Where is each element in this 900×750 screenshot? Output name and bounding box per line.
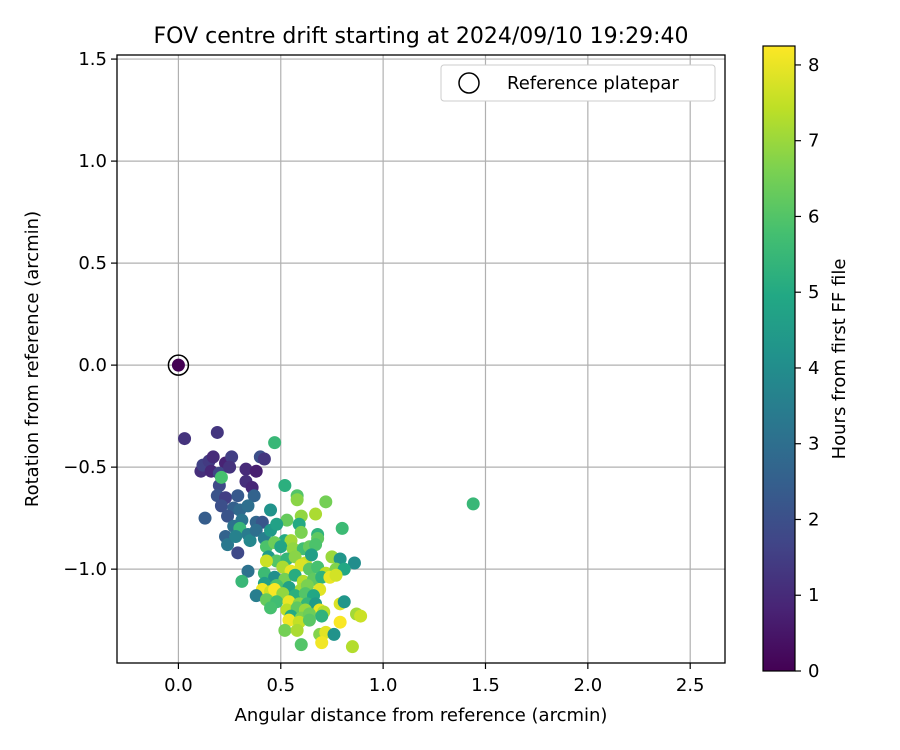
data-point [309, 538, 323, 552]
x-axis-label: Angular distance from reference (arcmin) [235, 705, 608, 726]
data-point [290, 623, 304, 637]
chart-title: FOV centre drift starting at 2024/09/10 … [154, 24, 689, 49]
data-point [354, 609, 368, 623]
data-point [221, 509, 235, 523]
data-points [178, 425, 480, 654]
data-point [337, 595, 351, 609]
colorbar-ticks: 0 1 2 3 4 5 6 7 8 [795, 55, 819, 682]
colorbar-tick-label: 3 [808, 434, 819, 455]
data-point [198, 511, 212, 525]
x-tick-label: 2.0 [574, 675, 603, 696]
data-point [278, 623, 292, 637]
data-point [466, 497, 480, 511]
data-point [270, 517, 284, 531]
data-point [278, 478, 292, 492]
data-point [221, 538, 235, 552]
data-point [302, 613, 316, 627]
legend-label: Reference platepar [507, 73, 679, 94]
y-axis-label: Rotation from reference (arcmin) [22, 211, 43, 507]
colorbar-tick-label: 8 [808, 55, 819, 76]
y-tick-label: 0.5 [78, 253, 107, 274]
data-point [239, 462, 253, 476]
data-point [206, 450, 220, 464]
y-tick-label: −0.5 [63, 457, 107, 478]
colorbar-tick-label: 0 [808, 661, 819, 682]
data-point [315, 609, 329, 623]
data-point [243, 534, 257, 548]
data-point [294, 525, 308, 539]
data-point [257, 566, 271, 580]
reference-marker [167, 354, 190, 376]
data-point [309, 507, 323, 521]
data-point [210, 425, 224, 439]
data-point [231, 546, 245, 560]
colorbar-label: Hours from first FF file [829, 259, 850, 460]
y-axis-ticks: 1.5 1.0 0.5 0.0 −0.5 −1.0 [63, 49, 117, 580]
data-point [319, 495, 333, 509]
data-point [259, 554, 273, 568]
plot-frame [116, 54, 726, 664]
data-point [264, 601, 278, 615]
data-point [268, 436, 282, 450]
legend-box [440, 64, 716, 102]
legend-marker-icon [458, 72, 480, 94]
colorbar-gradient [762, 45, 796, 672]
y-tick-label: −1.0 [63, 559, 107, 580]
data-point [178, 432, 192, 446]
data-point [294, 638, 308, 652]
data-point [229, 530, 243, 544]
data-point [274, 540, 288, 554]
colorbar-tick-label: 1 [808, 585, 819, 606]
data-point [235, 574, 249, 588]
x-tick-label: 0.0 [164, 675, 193, 696]
reference-ring [167, 354, 190, 376]
x-tick-label: 2.5 [676, 675, 705, 696]
data-point [345, 640, 359, 654]
data-point [335, 521, 349, 535]
colorbar-tick-label: 2 [808, 509, 819, 530]
x-tick-label: 1.5 [471, 675, 500, 696]
data-point [214, 499, 228, 513]
data-point [247, 489, 261, 503]
data-point [257, 452, 271, 466]
colorbar: 0 1 2 3 4 5 6 7 8 Hours from first FF file [762, 45, 850, 682]
data-point [347, 556, 361, 570]
y-tick-label: 0.0 [78, 355, 107, 376]
colorbar-tick-label: 4 [808, 358, 819, 379]
data-point [327, 627, 341, 641]
data-point [225, 450, 239, 464]
data-point [333, 552, 347, 566]
data-point [315, 636, 329, 650]
data-point [241, 499, 255, 513]
x-tick-label: 0.5 [266, 675, 295, 696]
x-tick-label: 1.0 [369, 675, 398, 696]
data-point [264, 503, 278, 517]
data-point [280, 513, 294, 527]
legend: Reference platepar [440, 64, 716, 102]
data-point [214, 470, 228, 484]
reference-point [171, 358, 185, 372]
colorbar-tick-label: 6 [808, 206, 819, 227]
grid [117, 55, 725, 663]
data-point [290, 493, 304, 507]
data-point [304, 548, 318, 562]
data-point [329, 568, 343, 582]
data-point [249, 523, 263, 537]
data-point [241, 564, 255, 578]
data-point [333, 615, 347, 629]
colorbar-tick-label: 5 [808, 282, 819, 303]
y-tick-label: 1.0 [78, 151, 107, 172]
colorbar-tick-label: 7 [808, 131, 819, 152]
data-point [282, 613, 296, 627]
data-point [231, 489, 245, 503]
data-point [249, 589, 263, 603]
x-axis-ticks: 0.0 0.5 1.0 1.5 2.0 2.5 [164, 663, 705, 696]
data-point [249, 464, 263, 478]
y-tick-label: 1.5 [78, 49, 107, 70]
data-point [223, 460, 237, 474]
